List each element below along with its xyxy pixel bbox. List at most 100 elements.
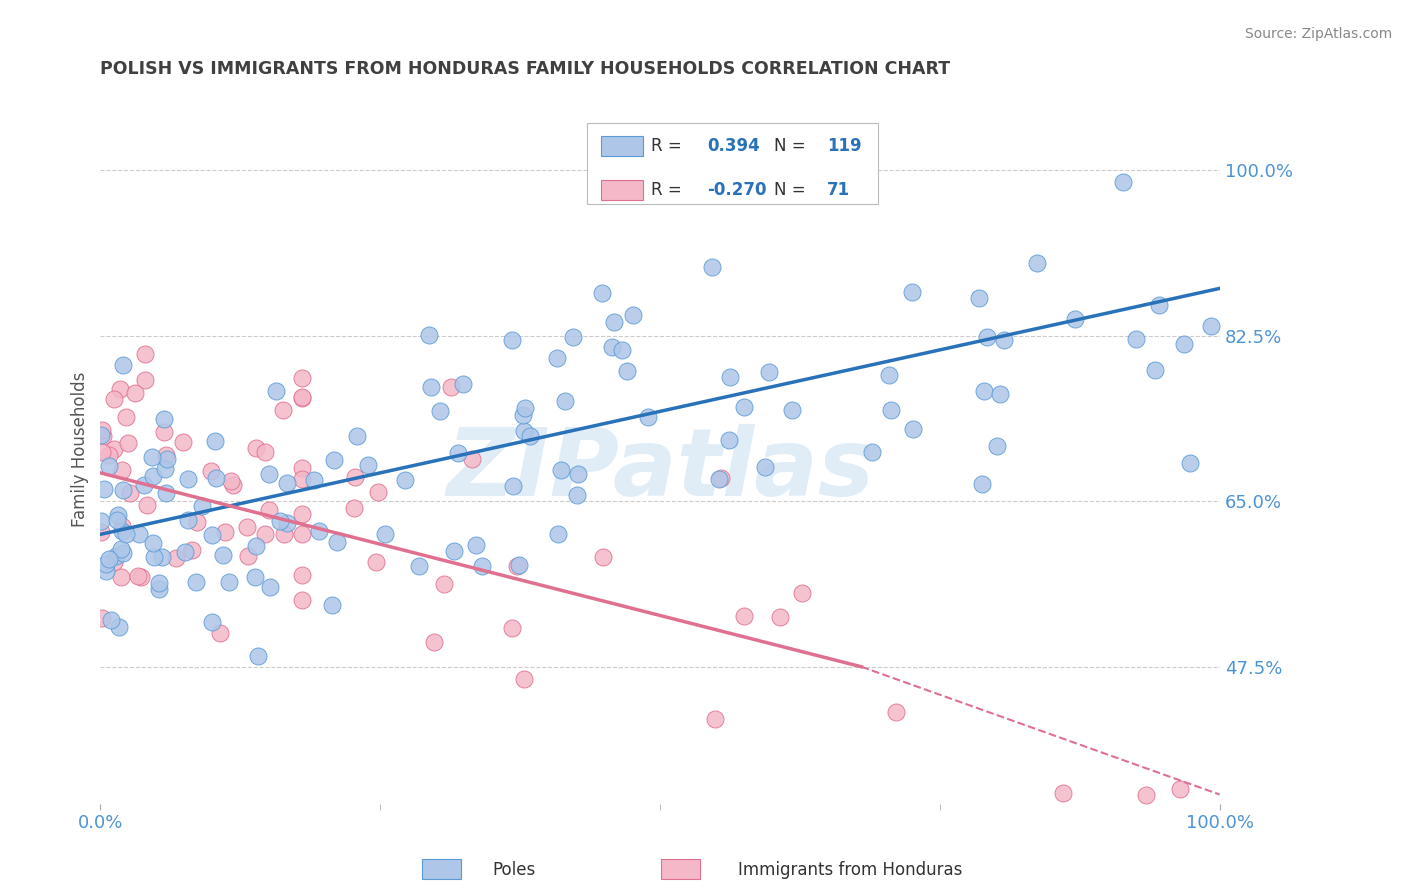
Point xyxy=(127,569,149,583)
Point xyxy=(141,468,163,483)
Point xyxy=(245,442,267,456)
Point xyxy=(204,434,226,449)
Point xyxy=(111,524,134,538)
Point xyxy=(124,386,146,401)
Point xyxy=(1112,175,1135,189)
Point xyxy=(201,615,224,630)
Point xyxy=(567,467,589,481)
Point xyxy=(111,463,134,477)
Point xyxy=(565,488,588,502)
Point xyxy=(707,472,730,486)
Point xyxy=(91,445,114,459)
Text: Source: ZipAtlas.com: Source: ZipAtlas.com xyxy=(1244,27,1392,41)
Point xyxy=(291,370,314,384)
Point xyxy=(134,347,156,361)
Point xyxy=(973,384,995,398)
Point xyxy=(703,712,725,726)
Point xyxy=(105,513,128,527)
Point xyxy=(877,368,900,382)
Point xyxy=(218,574,240,589)
Point xyxy=(201,527,224,541)
Point xyxy=(1125,332,1147,346)
Point xyxy=(513,672,536,686)
Point xyxy=(302,473,325,487)
Point xyxy=(243,570,266,584)
Point xyxy=(884,705,907,719)
Point xyxy=(717,434,740,448)
Point xyxy=(291,472,314,486)
Point xyxy=(733,609,755,624)
Point xyxy=(134,373,156,387)
Point xyxy=(115,527,138,541)
Point xyxy=(513,401,536,416)
Point xyxy=(790,586,813,600)
Point xyxy=(269,514,291,528)
Point xyxy=(561,329,583,343)
Point xyxy=(423,635,446,649)
Point xyxy=(105,549,128,563)
Point xyxy=(1063,312,1085,326)
Point xyxy=(901,422,924,436)
Point xyxy=(501,621,523,635)
Point xyxy=(1149,298,1171,312)
Point xyxy=(291,568,314,582)
Point xyxy=(186,515,208,529)
Point xyxy=(264,384,287,399)
Point xyxy=(165,551,187,566)
Point xyxy=(554,394,576,409)
Point xyxy=(758,365,780,379)
Point xyxy=(117,436,139,450)
Point xyxy=(177,513,200,527)
Point xyxy=(273,527,295,541)
Point xyxy=(103,442,125,456)
Point xyxy=(214,524,236,539)
Point xyxy=(592,550,614,565)
Point xyxy=(754,459,776,474)
Point xyxy=(136,499,159,513)
Point xyxy=(901,285,924,300)
Point xyxy=(616,364,638,378)
Point xyxy=(364,555,387,569)
Text: N =: N = xyxy=(775,181,806,199)
Point xyxy=(367,485,389,500)
Point xyxy=(321,599,343,613)
Point xyxy=(90,514,112,528)
Point xyxy=(91,423,114,437)
Point xyxy=(967,291,990,305)
Point xyxy=(433,577,456,591)
Text: R =: R = xyxy=(651,181,682,199)
Point xyxy=(120,486,142,500)
Point xyxy=(173,545,195,559)
Point xyxy=(505,559,527,574)
Point xyxy=(394,473,416,487)
Point xyxy=(148,576,170,591)
Point xyxy=(879,403,901,417)
Point xyxy=(254,527,277,541)
Point xyxy=(429,404,451,418)
Point xyxy=(374,526,396,541)
Point xyxy=(718,370,741,384)
Point xyxy=(103,555,125,569)
Point xyxy=(986,439,1008,453)
Point xyxy=(976,330,998,344)
Text: POLISH VS IMMIGRANTS FROM HONDURAS FAMILY HOUSEHOLDS CORRELATION CHART: POLISH VS IMMIGRANTS FROM HONDURAS FAMIL… xyxy=(100,60,950,78)
Point xyxy=(501,333,523,347)
Point xyxy=(141,450,163,464)
Point xyxy=(291,508,314,522)
Point xyxy=(291,526,314,541)
Point xyxy=(90,428,112,442)
Point xyxy=(419,380,441,394)
Point xyxy=(621,309,644,323)
Point xyxy=(519,428,541,442)
Point xyxy=(186,575,208,590)
Point xyxy=(291,593,314,607)
Y-axis label: Family Households: Family Households xyxy=(72,372,89,527)
Point xyxy=(547,527,569,541)
Point xyxy=(100,613,122,627)
Point xyxy=(603,316,626,330)
Point xyxy=(465,538,488,552)
Point xyxy=(1173,337,1195,351)
Point xyxy=(200,464,222,478)
Point xyxy=(91,610,114,624)
Point xyxy=(308,524,330,538)
